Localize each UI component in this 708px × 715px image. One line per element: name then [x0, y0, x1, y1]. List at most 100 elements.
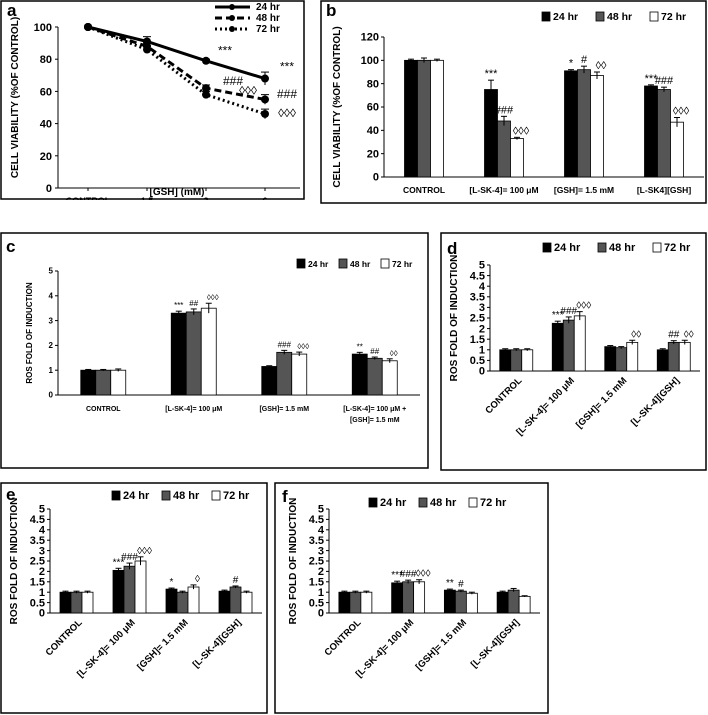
panel-frame: [274, 482, 549, 714]
panel-b-bar-chart: b 0 20 40 60 80 100 120 CELL VIABILITY (%OF CONT…: [320, 0, 707, 204]
bar: [291, 353, 308, 396]
y-tick-label: 2: [318, 566, 324, 578]
bar: [499, 349, 512, 372]
bar: [510, 138, 524, 178]
significance-mark: ###: [277, 87, 297, 101]
significance-mark: ###: [121, 552, 138, 563]
legend-label: 72 hr: [480, 497, 507, 509]
y-tick-label: 4: [479, 281, 486, 293]
significance-mark: ◊◊◊: [416, 569, 431, 580]
x-category-label: [L-SK-4][GSH]: [629, 375, 682, 428]
series-line: [87, 25, 266, 116]
bar: [518, 595, 531, 614]
significance-mark: ***: [113, 557, 125, 568]
x-tick-label: 3: [203, 196, 208, 200]
legend-label: 24 hr: [554, 242, 581, 254]
significance-mark: ◊◊◊: [137, 546, 152, 557]
significance-mark: **: [446, 578, 454, 589]
x-category-label: [L-SK-4]= 100 μM: [514, 375, 577, 438]
x-tick-label: CONTROL: [66, 196, 111, 200]
significance-mark: #: [233, 575, 239, 586]
bar: [134, 560, 147, 614]
significance-mark: ***: [645, 73, 659, 85]
significance-mark: ***: [485, 68, 499, 80]
y-axis-label: ROS FOLD OF INDUCTION: [288, 498, 299, 625]
y-tick-label: 1.5: [470, 334, 485, 346]
legend-swatch: [368, 497, 378, 508]
y-tick-label: 0.5: [30, 597, 45, 609]
legend-label: 48 hr: [350, 259, 371, 269]
bar: [187, 586, 200, 614]
significance-mark: ***: [391, 570, 403, 581]
legend-label: 48 hr: [609, 242, 636, 254]
x-tick-label: 1.5: [141, 196, 154, 200]
significance-mark: ***: [174, 301, 183, 310]
bar: [360, 591, 373, 614]
bar: [564, 70, 578, 178]
y-tick-label: 3: [49, 316, 54, 325]
bar: [657, 89, 671, 178]
y-tick-label: 2: [479, 323, 485, 335]
panel-letter: c: [6, 237, 15, 256]
y-tick-label: 1: [39, 587, 45, 599]
panel-letter: d: [447, 239, 457, 258]
legend-label: 72 hr: [661, 11, 686, 23]
legend-label: 48 hr: [430, 497, 457, 509]
panel-e-bar-chart: e 00.511.522.533.544.55 ROS FOLD OF INDUCT…: [0, 482, 268, 714]
panel-letter: b: [326, 1, 336, 20]
bar: [276, 351, 293, 396]
bar: [123, 565, 136, 614]
bar: [667, 341, 680, 372]
panel-letter: e: [6, 485, 15, 504]
bar: [497, 120, 511, 178]
x-category-label: [L-SK4][GSH]: [637, 185, 691, 195]
significance-mark: **: [357, 342, 363, 351]
y-tick-label: 4: [49, 291, 54, 300]
y-tick-label: 5: [479, 260, 485, 272]
legend-swatch: [161, 490, 171, 501]
bar: [507, 589, 520, 614]
panel-frame: [320, 0, 707, 204]
legend-swatch: [649, 11, 659, 22]
legend-label: 24 hr: [123, 490, 150, 502]
y-tick-label: 4: [318, 524, 325, 536]
bar: [644, 85, 658, 178]
y-tick-label: 3.5: [470, 291, 485, 303]
legend-swatch: [597, 242, 607, 253]
legend-swatch: [595, 11, 605, 22]
panel-f-bar-chart: f 00.511.522.533.544.55 ROS FOLD OF INDUCT…: [274, 482, 549, 714]
y-tick-label: 2.5: [309, 556, 324, 568]
bar: [112, 569, 125, 614]
bar: [81, 591, 94, 614]
y-tick-label: 60: [367, 102, 379, 114]
bar: [80, 369, 97, 396]
legend-label: 72 hr: [392, 259, 413, 269]
legend-label: 24 hr: [380, 497, 407, 509]
panel-c-bar-chart: c 0 1 2 3 4 5 ROS FOLD OF INDUCTION CONTROL *** ##…: [0, 232, 429, 469]
legend-label: 24 hr: [553, 11, 578, 23]
x-category-label: [L-SK-4]= 100 μM +: [343, 406, 406, 413]
bar: [656, 349, 669, 372]
y-tick-label: 4: [39, 524, 46, 536]
y-tick-label: 2.5: [30, 556, 45, 568]
significance-mark: ◊◊◊: [673, 106, 690, 118]
bar: [110, 369, 127, 396]
bar: [577, 69, 591, 178]
x-category-label: CONTROL: [44, 617, 85, 658]
significance-mark: ◊◊◊: [207, 293, 219, 302]
y-tick-label: 100: [361, 55, 379, 67]
y-axis-label: ROS FOLD OF INDUCTION: [449, 255, 460, 382]
y-tick-label: 120: [361, 32, 379, 44]
bar: [261, 366, 278, 396]
legend-swatch: [338, 258, 348, 269]
significance-mark: ◊◊◊: [239, 84, 257, 98]
significance-mark: ◊: [195, 574, 200, 585]
legend-swatch: [296, 258, 306, 269]
bar: [443, 589, 456, 614]
legend-swatch: [468, 497, 478, 508]
y-tick-label: 4.5: [309, 514, 324, 526]
x-category-label: [L-SK-4][GSH]: [191, 617, 244, 670]
series-line: [87, 25, 266, 80]
legend-label: 48 hr: [173, 490, 200, 502]
y-tick-label: 40: [367, 125, 379, 137]
